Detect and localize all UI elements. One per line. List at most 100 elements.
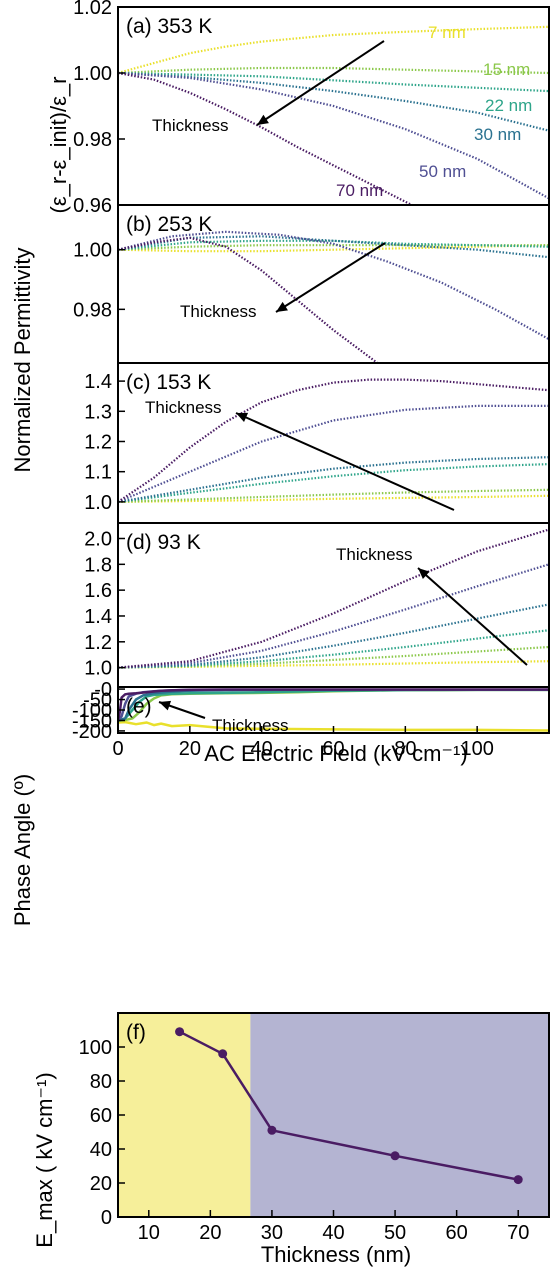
thickness-arrow — [275, 242, 386, 313]
plot-area — [118, 25, 549, 205]
x-tick-label: 80 — [394, 738, 416, 760]
x-tick-label: 60 — [322, 738, 344, 760]
series-line-7nm — [118, 720, 549, 732]
panel-d: 1.0 1.2 1.4 1.6 1.8 2.0 (d) 93 K Thickness — [84, 522, 550, 688]
series-label-15nm: 15 nm — [483, 60, 530, 79]
thickness-arrow-head — [418, 568, 430, 580]
y-tick-label: 1.00 — [73, 63, 112, 85]
panel-label: (a) 353 K — [126, 15, 212, 38]
series-label-22nm: 22 nm — [485, 96, 532, 115]
series-line-70nm — [118, 528, 549, 669]
series-line-7nm — [118, 244, 549, 253]
panel-a: 0.96 0.98 1.00 1.02 (a) 353 K 7 nm 15 nm 22 nm 3… — [73, 0, 550, 217]
x-tick-label: 60 — [446, 1222, 468, 1244]
emax-ylabel: E_max ( kV cm⁻¹) — [32, 1072, 57, 1247]
y-tick-label: -150 — [72, 710, 112, 732]
plot-area — [118, 378, 549, 503]
series-line-22nm — [118, 71, 549, 93]
series-line-7nm — [118, 494, 549, 503]
y-tick-label: 1.6 — [84, 580, 112, 602]
data-point — [267, 1125, 277, 1135]
x-tick-label: 30 — [261, 1222, 283, 1244]
y-tick-label: 1.3 — [84, 401, 112, 423]
y-tick-label: 0.98 — [73, 129, 112, 151]
data-point — [218, 1049, 228, 1059]
series-line-22nm — [118, 629, 549, 669]
y-tick-label: 1.00 — [73, 240, 112, 262]
x-tick-label: 40 — [322, 1222, 344, 1244]
data-point — [390, 1151, 400, 1161]
x-tick-label: 10 — [138, 1222, 160, 1244]
panel-label: (d) 93 K — [126, 531, 201, 554]
plot-area — [175, 1027, 523, 1185]
thickness-arrow-head — [257, 114, 269, 125]
y-tick-label: 0 — [101, 1207, 112, 1229]
series-label-50nm: 50 nm — [419, 162, 466, 181]
series-line-15nm — [118, 244, 549, 251]
panel-e: -200-150-100-50-0 0 20 40 60 80 100 (e) Thicknes… — [72, 679, 550, 760]
y-tick-label: 20 — [90, 1173, 112, 1195]
panel-c: 1.0 1.1 1.2 1.3 1.4 (c) 153 K Thickness — [84, 362, 550, 524]
panel-label: (c) 153 K — [126, 371, 211, 394]
y-tick-label: 1.1 — [84, 462, 112, 484]
y-tick-label: 80 — [90, 1071, 112, 1093]
y-tick-label: 0.98 — [73, 299, 112, 321]
thickness-xlabel: Thickness (nm) — [261, 1242, 411, 1267]
series-line-15nm — [118, 488, 549, 503]
series-line-30nm — [118, 456, 549, 503]
series-line-15nm — [118, 645, 549, 669]
thickness-annotation: Thickness — [145, 398, 222, 417]
series-line-50nm — [118, 71, 549, 200]
thickness-arrow-head — [276, 301, 288, 312]
thickness-annotation: Thickness — [152, 116, 229, 135]
thickness-arrow — [256, 40, 385, 126]
thickness-annotation: Thickness — [336, 545, 413, 564]
thickness-annotation: Thickness — [212, 716, 289, 735]
panel-label: (e) — [126, 695, 152, 718]
series-line-50nm — [118, 230, 549, 341]
series-line-22nm — [118, 239, 549, 251]
series-line-70nm — [118, 236, 380, 363]
permittivity-formula-label: (ε_r-ε_init)/ε_r — [46, 77, 71, 214]
y-tick-label: 1.4 — [84, 371, 112, 393]
shaded-region — [250, 1013, 549, 1217]
data-point — [513, 1175, 523, 1185]
series-line-50nm — [118, 563, 549, 669]
normalized-permittivity-label: Normalized Permittivity — [10, 248, 35, 473]
x-tick-label: 20 — [179, 738, 201, 760]
shaded-region — [118, 1013, 251, 1217]
series-line-7nm — [118, 660, 549, 669]
x-tick-label: 50 — [384, 1222, 406, 1244]
y-tick-label: 1.2 — [84, 431, 112, 453]
y-tick-label: 1.8 — [84, 554, 112, 576]
y-tick-label: 2.0 — [84, 528, 112, 550]
x-tick-label: 40 — [251, 738, 273, 760]
phase-angle-label: Phase Angle (º) — [10, 774, 35, 926]
panel-label: (b) 253 K — [126, 213, 212, 236]
y-tick-label: 0.96 — [73, 195, 112, 217]
thickness-annotation: Thickness — [180, 302, 257, 321]
thickness-arrow — [235, 412, 455, 511]
plot-area — [118, 230, 549, 363]
x-tick-label: 70 — [507, 1222, 529, 1244]
x-tick-label: 100 — [460, 738, 493, 760]
series-line-70nm — [118, 71, 415, 205]
thickness-arrow-head — [159, 700, 172, 711]
y-tick-label: 60 — [90, 1105, 112, 1127]
y-tick-label: 1.2 — [84, 632, 112, 654]
ac-field-xlabel: AC Electric Field (kV cm⁻¹) — [204, 741, 467, 766]
y-tick-label: 1.02 — [73, 0, 112, 19]
thickness-arrow — [417, 567, 528, 666]
plot-area — [118, 528, 549, 669]
series-label-70nm: 70 nm — [336, 181, 383, 200]
series-line-7nm — [118, 25, 549, 75]
y-tick-label: 1.0 — [84, 658, 112, 680]
series-label-7nm: 7 nm — [428, 23, 466, 42]
panel-label: (f) — [126, 1021, 146, 1044]
series-label-30nm: 30 nm — [474, 125, 521, 144]
y-tick-label: 40 — [90, 1139, 112, 1161]
x-tick-label: 0 — [112, 738, 123, 760]
x-tick-label: 20 — [199, 1222, 221, 1244]
y-tick-label: -200 — [72, 721, 112, 743]
data-point — [175, 1027, 185, 1037]
